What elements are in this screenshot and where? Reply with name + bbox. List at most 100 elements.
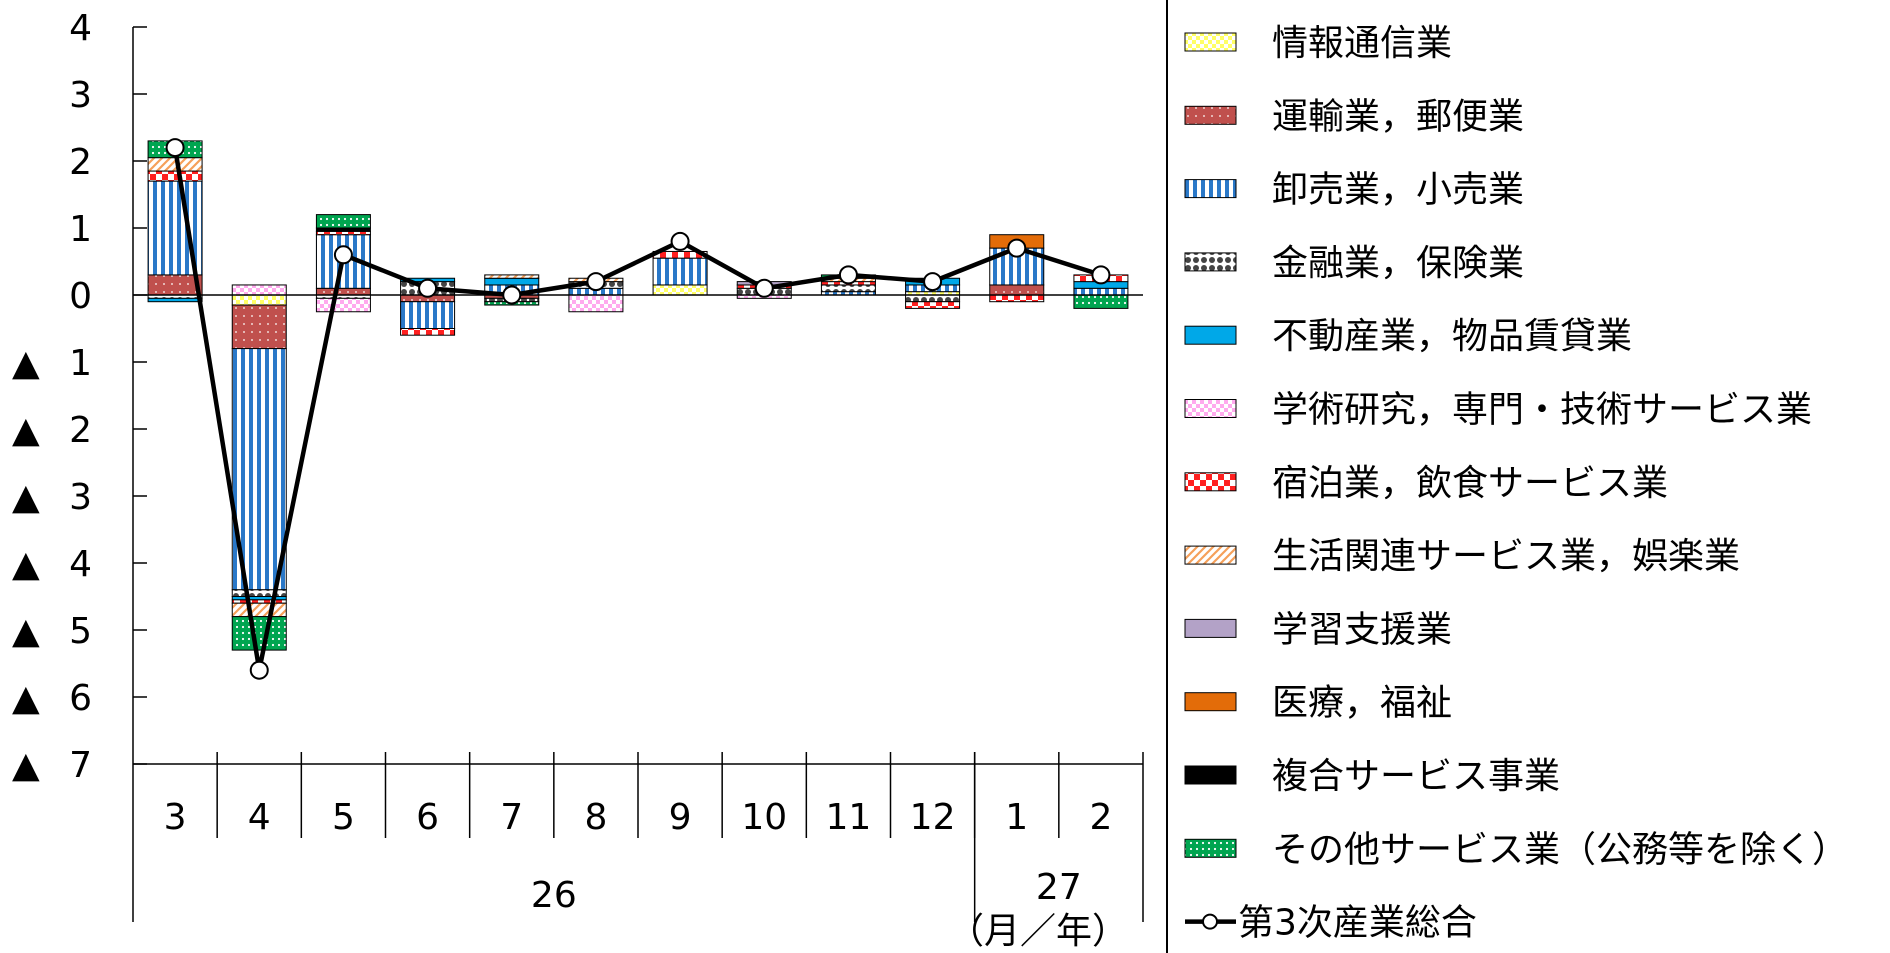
total-point [670, 231, 690, 251]
legend-swatch [1184, 105, 1237, 125]
y-tick-label: 1 [69, 343, 92, 384]
bar-segment [315, 214, 371, 229]
bar-segment [400, 301, 456, 330]
bar-segment [400, 328, 456, 336]
y-tick-negative-mark: ▲ [12, 477, 40, 518]
y-tick-label: 4 [69, 8, 92, 49]
bar-segment [231, 602, 287, 618]
x-tick-label: 3 [164, 797, 187, 838]
bar-segment [231, 589, 287, 597]
legend-swatch [1184, 179, 1237, 199]
bar-segment [315, 230, 371, 236]
bar-segment [652, 284, 708, 296]
y-tick-label: 0 [69, 276, 92, 317]
legend-swatch [1184, 472, 1237, 492]
legend-swatch [1184, 618, 1237, 638]
total-line [172, 147, 1102, 673]
y-tick-negative-mark: ▲ [12, 678, 40, 719]
y-tick-negative-mark: ▲ [12, 544, 40, 585]
y-tick-label: 6 [69, 678, 92, 719]
bar-segment [568, 294, 624, 313]
x-tick-label: 11 [826, 797, 872, 838]
legend-label: 不動産業，物品賃貸業 [1272, 316, 1632, 357]
legend-label: 生活関連サービス業，娯楽業 [1272, 536, 1740, 577]
total-point [754, 278, 774, 298]
bar-segment [231, 599, 287, 604]
legend-label: 運輸業，郵便業 [1272, 96, 1524, 137]
bar-segment [652, 257, 708, 286]
y-tick-negative-mark: ▲ [12, 410, 40, 451]
legend-swatch [1184, 765, 1237, 785]
x-tick-label: 9 [669, 797, 692, 838]
bar-segment [147, 170, 203, 182]
total-point [838, 265, 858, 285]
bar-segment [231, 596, 287, 601]
y-tick-label: 4 [69, 544, 92, 585]
total-point [1007, 238, 1027, 258]
total-point [418, 278, 438, 298]
legend-label: 複合サービス事業 [1272, 756, 1560, 797]
legend-swatch [1184, 545, 1237, 565]
y-tick-label: 2 [69, 142, 92, 183]
legend-label: 医療，福祉 [1272, 683, 1452, 724]
total-point [333, 245, 353, 265]
x-tick-label: 10 [741, 797, 787, 838]
y-tick-label: 2 [69, 410, 92, 451]
total-point [586, 272, 606, 292]
legend-swatch [1184, 32, 1237, 52]
bar-segment [231, 294, 287, 306]
legend-label: 情報通信業 [1272, 23, 1452, 64]
y-tick-label: 3 [69, 75, 92, 116]
bars-layer [147, 140, 1129, 651]
total-line-layer [165, 138, 1111, 680]
legend-label: その他サービス業（公務等を除く） [1272, 829, 1848, 870]
bar-segment [1073, 287, 1129, 296]
legend-swatch [1184, 252, 1237, 272]
year-label: 27 [1036, 867, 1082, 908]
total-point [1091, 265, 1111, 285]
bar-segment [231, 284, 287, 296]
bar-segment [147, 297, 203, 303]
legend-swatch [1184, 692, 1237, 712]
total-point [249, 660, 269, 680]
bar-segment [315, 287, 371, 296]
y-tick-label: 5 [69, 611, 92, 652]
bar-segment [905, 294, 961, 303]
bar-segment [315, 297, 371, 313]
legend-swatch [1184, 399, 1237, 418]
x-tick-label: 4 [248, 797, 271, 838]
legend-label: 第3次産業総合 [1238, 903, 1477, 944]
y-tick-negative-mark: ▲ [12, 745, 40, 786]
bar-segment [315, 227, 371, 232]
total-point [165, 138, 185, 158]
bar-segment [1073, 294, 1129, 309]
total-point [923, 272, 943, 292]
legend-label: 学習支援業 [1272, 609, 1452, 650]
x-tick-label: 2 [1089, 797, 1112, 838]
y-tick-label: 1 [69, 209, 92, 250]
y-tick-label: 7 [69, 745, 92, 786]
legend-label: 金融業，保険業 [1272, 243, 1524, 284]
legend-label: 卸売業，小売業 [1272, 170, 1524, 211]
y-tick-negative-mark: ▲ [12, 343, 40, 384]
legend-swatch [1184, 838, 1237, 858]
legend-label: 宿泊業，飲食サービス業 [1272, 463, 1668, 504]
x-tick-label: 5 [332, 797, 355, 838]
legend-swatch [1184, 325, 1237, 345]
x-unit-label: （月／年） [948, 911, 1128, 952]
legend-line-marker [1202, 913, 1218, 930]
legend-label: 学術研究，専門・技術サービス業 [1272, 390, 1812, 431]
y-tick-label: 3 [69, 477, 92, 518]
y-tick-negative-mark: ▲ [12, 611, 40, 652]
year-label: 26 [531, 875, 577, 916]
bar-segment [231, 304, 287, 350]
legend: 情報通信業運輸業，郵便業卸売業，小売業金融業，保険業不動産業，物品賃貸業学術研究… [1166, 0, 1848, 953]
x-tick-label: 1 [1005, 797, 1028, 838]
bar-segment [989, 284, 1045, 296]
x-tick-label: 8 [584, 797, 607, 838]
bar-segment [989, 294, 1045, 303]
x-tick-label: 12 [910, 797, 956, 838]
bar-segment [484, 274, 540, 279]
